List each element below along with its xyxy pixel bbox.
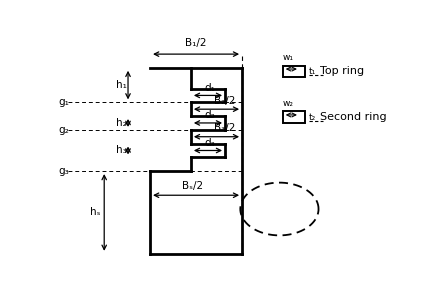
Bar bbox=[282, 66, 304, 77]
Bar bbox=[282, 111, 304, 123]
Text: g₁: g₁ bbox=[58, 97, 69, 107]
Text: hₛ: hₛ bbox=[90, 207, 101, 218]
Text: w₂: w₂ bbox=[282, 99, 293, 108]
Text: h₃: h₃ bbox=[116, 145, 126, 156]
Text: Second ring: Second ring bbox=[320, 112, 386, 122]
Text: B₁/2: B₁/2 bbox=[185, 38, 206, 48]
Text: g₃: g₃ bbox=[58, 166, 69, 176]
Text: B₃/2: B₃/2 bbox=[214, 123, 235, 133]
Text: w₁: w₁ bbox=[282, 53, 293, 62]
Text: d₃: d₃ bbox=[204, 138, 215, 148]
Text: d₂: d₂ bbox=[204, 110, 215, 120]
Text: g₂: g₂ bbox=[58, 125, 69, 135]
Text: d₁: d₁ bbox=[204, 83, 215, 93]
Text: t₂: t₂ bbox=[308, 113, 315, 122]
Text: Bₛ/2: Bₛ/2 bbox=[182, 181, 203, 191]
Text: Top ring: Top ring bbox=[320, 66, 364, 76]
Text: t₁: t₁ bbox=[308, 67, 315, 76]
Text: h₂: h₂ bbox=[116, 118, 126, 128]
Text: B₂/2: B₂/2 bbox=[214, 96, 235, 106]
Text: h₁: h₁ bbox=[116, 80, 127, 90]
